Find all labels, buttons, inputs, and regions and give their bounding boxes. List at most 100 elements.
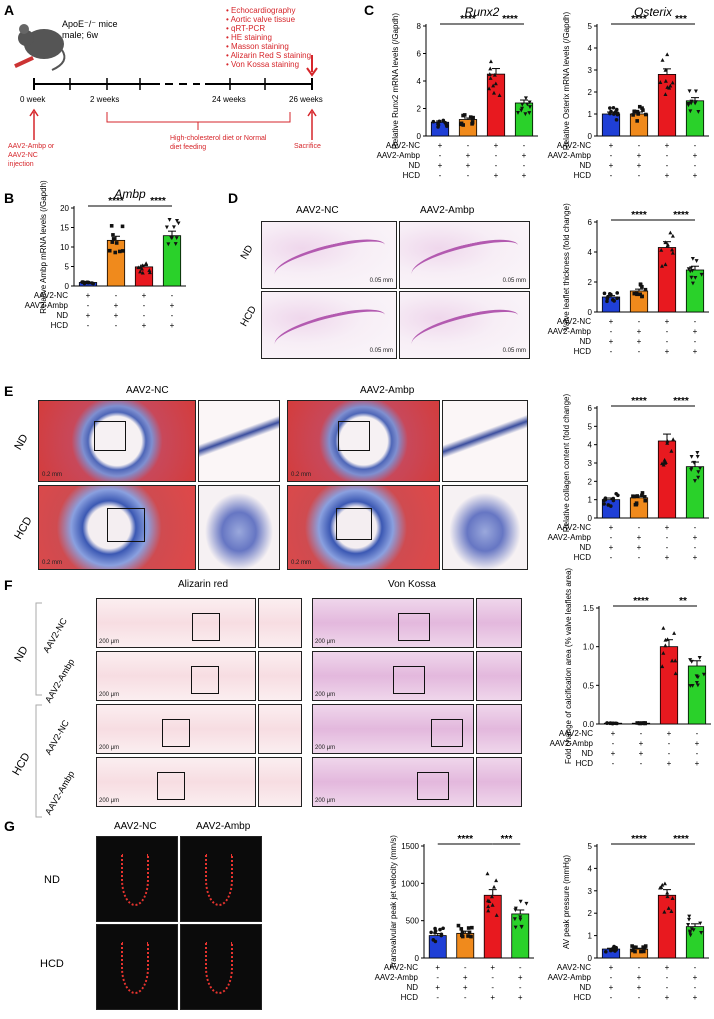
e-zoom-hcd-nc (198, 485, 280, 570)
treatment-sign: + (86, 291, 91, 300)
significance-label: **** (631, 14, 647, 25)
treatment-sign: - (612, 759, 615, 768)
y-tick-label: 0 (588, 954, 593, 963)
treatment-label: HCD (403, 171, 421, 180)
data-point (641, 945, 645, 949)
treatment-sign: + (695, 739, 700, 748)
significance-label: **** (673, 396, 689, 407)
data-point (665, 890, 670, 895)
significance-label: **** (457, 834, 473, 845)
treatment-sign: - (610, 993, 613, 1002)
data-point (690, 281, 695, 286)
data-point (694, 674, 699, 679)
data-point (120, 249, 125, 253)
d-col1: AAV2-NC (296, 205, 339, 216)
data-point (461, 113, 465, 118)
treatment-sign: + (114, 311, 119, 320)
g-row2: HCD (40, 958, 64, 970)
data-point (640, 294, 644, 299)
treatment-label: AAV2-NC (384, 963, 418, 972)
f-ar-hcd-ambp: 200 μm (96, 757, 256, 807)
zoom-box (417, 772, 449, 800)
significance-label: **** (108, 196, 124, 207)
scale-bar-label: 200 μm (99, 692, 120, 698)
zoom-box (162, 719, 190, 747)
significance-label: **** (631, 834, 647, 845)
data-point (113, 250, 118, 255)
y-axis-label: Valve leaflet thickness (fold change) (562, 203, 571, 331)
treatment-sign: + (522, 151, 527, 160)
data-point (459, 927, 464, 931)
zoom-box (157, 772, 185, 800)
treatment-sign: - (610, 327, 613, 336)
y-tick-label: 0 (588, 514, 593, 523)
data-point (663, 240, 668, 245)
treatment-sign: + (86, 311, 91, 320)
treatment-sign: + (170, 301, 175, 310)
data-point (665, 637, 670, 642)
data-point (660, 57, 665, 62)
y-tick-label: 0 (588, 308, 593, 317)
treatment-sign: - (668, 749, 671, 758)
data-point (643, 944, 648, 948)
data-point (469, 934, 473, 939)
y-tick-label: 1 (588, 110, 593, 119)
treatment-sign: + (142, 291, 147, 300)
treatment-sign: - (467, 171, 470, 180)
procedure-item: • Von Kossa staining (226, 60, 300, 69)
data-point (138, 269, 143, 274)
data-point (107, 248, 112, 253)
treatment-sign: - (696, 729, 699, 738)
treatment-sign: - (439, 171, 442, 180)
f-vk-zoom-hcd-nc (476, 704, 522, 754)
bar (685, 466, 705, 519)
chart-svg: Ambp 0 5 10 15 20 Relative Ambp mRNA levels (/… (25, 180, 186, 330)
treatment-label: ND (579, 337, 591, 346)
treatment-sign: + (637, 327, 642, 336)
y-tick-label: 4 (588, 441, 593, 450)
sacrifice-note: Sacrifice (294, 143, 321, 150)
data-point (486, 908, 491, 913)
data-point (686, 101, 691, 106)
tick-2w: 2 weeks (90, 95, 120, 104)
data-point (692, 479, 697, 483)
treatment-sign: - (640, 729, 643, 738)
data-point (445, 124, 449, 129)
data-point (488, 66, 493, 71)
treatment-sign: - (666, 161, 669, 170)
data-point (523, 112, 528, 117)
e-row2: HCD (12, 514, 35, 542)
data-point (695, 683, 700, 688)
data-point (690, 268, 695, 273)
bar (601, 113, 621, 137)
treatment-sign: - (638, 523, 641, 532)
treatment-sign: + (693, 347, 698, 356)
treatment-sign: - (694, 317, 697, 326)
treatment-label: HCD (51, 321, 69, 330)
tick-26w: 26 weeks (289, 95, 323, 104)
chart-F: 0.0 0.5 1.0 1.5 Fold change of calcification… (545, 568, 714, 800)
treatment-sign: - (519, 983, 522, 992)
data-point (688, 931, 693, 936)
data-point (110, 240, 115, 244)
procedure-item: • Aortic valve tissue (226, 15, 296, 24)
treatment-label: AAV2-NC (557, 141, 591, 150)
data-point (670, 247, 675, 252)
scale-bar-label: 200 μm (99, 745, 120, 751)
treatment-sign: + (609, 161, 614, 170)
treatment-sign: + (518, 973, 523, 982)
treatment-sign: + (637, 151, 642, 160)
data-point (632, 291, 637, 296)
diet-note: High-cholesterol diet or Normal diet fee… (170, 135, 267, 151)
data-point (486, 904, 491, 909)
y-tick-label: 10 (60, 243, 69, 252)
treatment-sign: - (666, 337, 669, 346)
y-tick-label: 4 (417, 77, 422, 86)
significance-label: **** (150, 196, 166, 207)
scale-bar-label: 0.2 mm (42, 472, 63, 478)
zoom-box (107, 508, 145, 542)
y-axis-label: Relative collagen content (fold change) (562, 394, 571, 533)
procedure-item: • Echocardiography (226, 6, 296, 15)
treatment-label: ND (579, 983, 591, 992)
d-image-hcd-ambp: 0.05 mm (399, 291, 530, 359)
